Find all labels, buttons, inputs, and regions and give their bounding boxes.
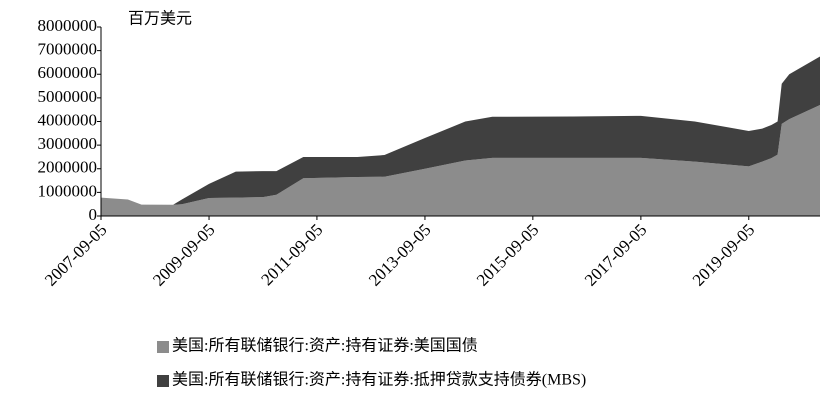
x-tick-label: 2009-09-05	[149, 220, 219, 290]
legend-swatch	[157, 341, 169, 353]
x-tick-label: 2017-09-05	[581, 220, 651, 290]
legend-label: 美国:所有联储银行:资产:持有证券:抵押贷款支持债券(MBS)	[172, 371, 586, 389]
area	[101, 56, 820, 205]
y-tick-label: 1000000	[38, 181, 98, 200]
x-tick-label: 2011-09-05	[257, 220, 326, 289]
x-tick-label: 2007-09-05	[41, 220, 111, 290]
x-tick-label: 2015-09-05	[473, 220, 543, 290]
y-tick-label: 0	[89, 205, 98, 224]
y-tick-label: 5000000	[38, 87, 98, 106]
y-tick-label: 2000000	[38, 158, 98, 177]
y-tick-label: 3000000	[38, 134, 98, 153]
y-tick-label: 8000000	[38, 16, 98, 35]
legend-swatch	[157, 375, 169, 387]
x-tick-label: 2019-09-05	[689, 220, 759, 290]
y-tick-label: 7000000	[38, 40, 98, 59]
unit-label: 百万美元	[128, 10, 192, 28]
legend-label: 美国:所有联储银行:资产:持有证券:美国国债	[172, 337, 478, 355]
area	[101, 104, 820, 216]
x-tick-label: 2013-09-05	[365, 220, 435, 290]
y-tick-label: 6000000	[38, 63, 98, 82]
y-tick-label: 4000000	[38, 110, 98, 129]
